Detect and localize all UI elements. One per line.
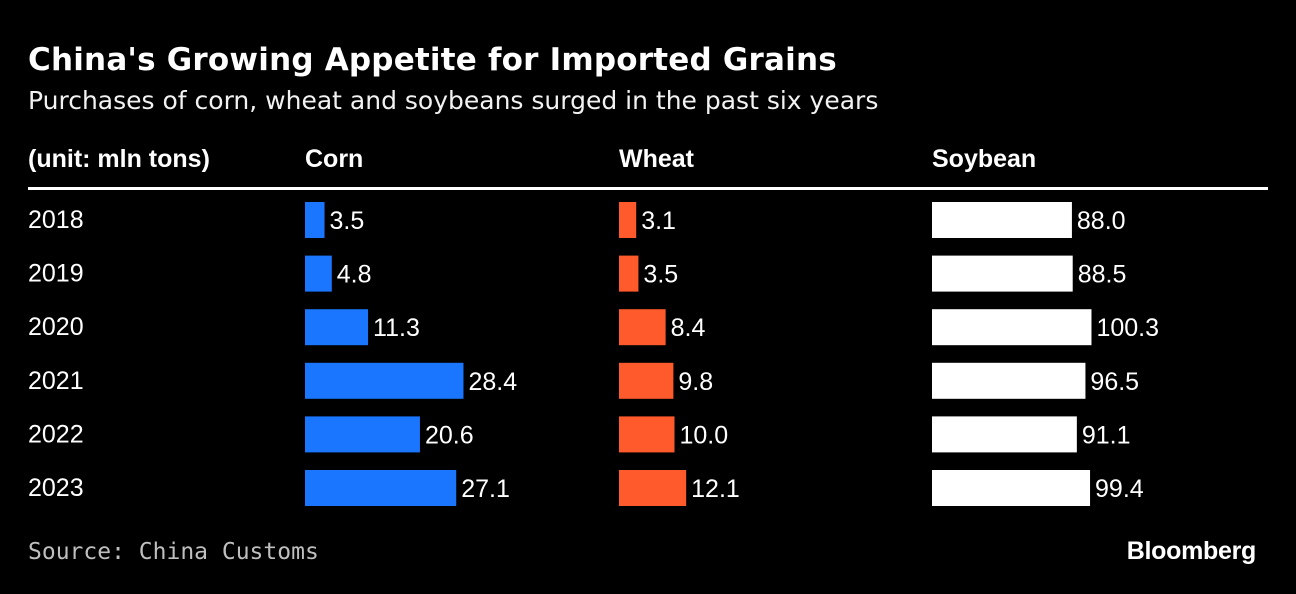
bar-soybean-2020 (932, 309, 1092, 346)
value-label-wheat-2018: 3.1 (641, 207, 676, 235)
chart-title: China's Growing Appetite for Imported Gr… (28, 42, 837, 78)
value-label-wheat-2023: 12.1 (691, 475, 740, 503)
value-label-corn-2021: 28.4 (468, 368, 517, 396)
bar-wheat-2018 (619, 202, 637, 238)
bar-wheat-2020 (619, 309, 666, 346)
column-header-soybean: Soybean (932, 145, 1037, 173)
bar-corn-2023 (305, 470, 457, 506)
value-label-corn-2018: 3.5 (330, 207, 365, 235)
header-divider (28, 187, 1268, 190)
bar-wheat-2022 (619, 416, 675, 453)
bar-soybean-2023 (932, 470, 1091, 506)
bar-corn-2021 (305, 362, 464, 399)
value-label-corn-2023: 27.1 (461, 475, 510, 503)
value-label-wheat-2020: 8.4 (671, 314, 706, 342)
value-label-corn-2022: 20.6 (425, 421, 474, 449)
year-label-2020: 2020 (28, 313, 84, 341)
value-label-soybean-2018: 88.0 (1077, 207, 1126, 235)
value-label-corn-2019: 4.8 (337, 261, 372, 289)
bar-corn-2022 (305, 416, 420, 453)
value-label-soybean-2019: 88.5 (1078, 261, 1127, 289)
value-label-wheat-2022: 10.0 (680, 421, 729, 449)
value-label-soybean-2023: 99.4 (1095, 475, 1144, 503)
source-note: Source: China Customs (28, 539, 319, 565)
bar-wheat-2019 (619, 255, 639, 292)
chart-subtitle: Purchases of corn, wheat and soybeans su… (28, 86, 879, 115)
bar-soybean-2022 (932, 416, 1077, 453)
value-label-soybean-2020: 100.3 (1096, 314, 1159, 342)
year-label-2018: 2018 (28, 206, 84, 234)
bar-soybean-2018 (932, 202, 1072, 238)
value-label-soybean-2021: 96.5 (1090, 368, 1139, 396)
bar-soybean-2021 (932, 362, 1086, 399)
year-label-2022: 2022 (28, 420, 84, 448)
bar-wheat-2023 (619, 470, 687, 506)
bloomberg-logo: Bloomberg (1126, 537, 1257, 565)
value-label-wheat-2021: 9.8 (678, 368, 713, 396)
bar-corn-2019 (305, 255, 332, 292)
bar-corn-2020 (305, 309, 369, 346)
year-label-2023: 2023 (28, 474, 84, 502)
column-header-wheat: Wheat (619, 145, 694, 173)
year-label-2019: 2019 (28, 260, 84, 288)
unit-label: (unit: mln tons) (28, 145, 210, 173)
year-label-2021: 2021 (28, 367, 84, 395)
bar-corn-2018 (305, 202, 325, 238)
column-header-corn: Corn (305, 145, 364, 173)
bar-soybean-2019 (932, 255, 1073, 292)
bar-wheat-2021 (619, 362, 674, 399)
value-label-corn-2020: 11.3 (373, 314, 420, 342)
value-label-wheat-2019: 3.5 (643, 261, 678, 289)
value-label-soybean-2022: 91.1 (1082, 421, 1131, 449)
